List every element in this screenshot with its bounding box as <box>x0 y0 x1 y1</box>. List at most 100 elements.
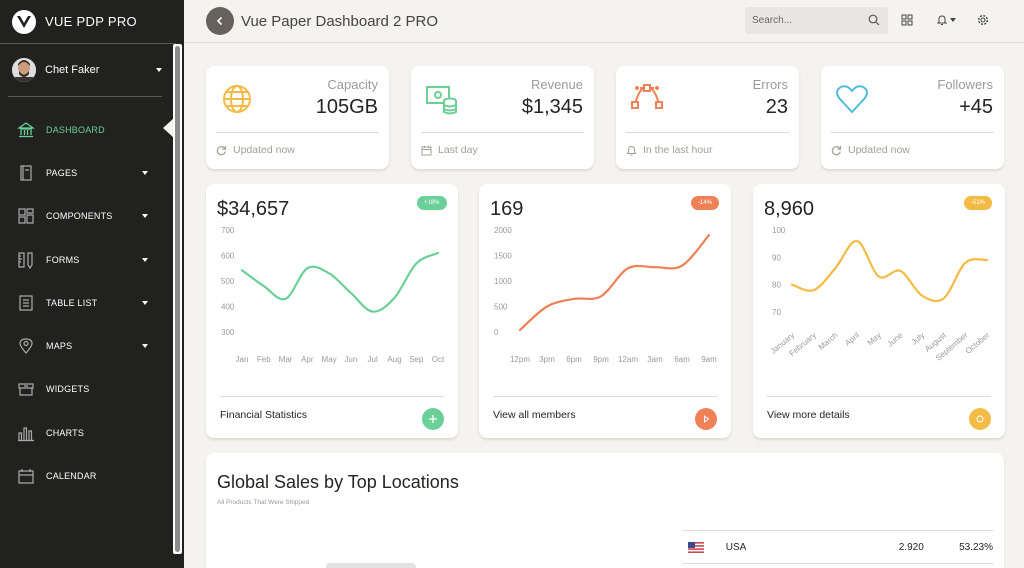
sidebar: VUE PDP PRO Chet Faker DASHBOARD PAGES COM… <box>0 0 184 568</box>
sidebar-item-dashboard[interactable]: DASHBOARD <box>0 108 184 151</box>
chevron-down-icon <box>142 257 148 262</box>
y-tick-label: 80 <box>772 281 781 290</box>
notifications-button[interactable] <box>936 14 956 26</box>
x-tick-label: April <box>843 331 861 348</box>
card-subtitle: All Products That Were Shipped <box>217 499 310 506</box>
bell-icon <box>936 15 948 25</box>
bank-icon <box>17 121 35 137</box>
chart-card-financial: 700 600 500 400 300 Jan Feb Mar Apr May Jun Jul Aug S… <box>206 184 458 438</box>
x-tick-label: 9am <box>701 355 717 364</box>
stat-value: 23 <box>765 96 788 118</box>
sidebar-item-label: TABLE LIST <box>46 297 98 308</box>
x-tick-label: Apr <box>301 355 314 364</box>
grid-icon[interactable] <box>901 14 913 26</box>
x-tick-label: May <box>322 355 337 364</box>
x-tick-label: Oct <box>432 355 445 364</box>
divider <box>220 396 444 397</box>
stat-card-followers: Followers +45 Updated now <box>821 66 1004 169</box>
sidebar-item-widgets[interactable]: WIDGETS <box>0 368 184 411</box>
sidebar-item-forms[interactable]: FORMS <box>0 238 184 281</box>
chart-value: 8,960 <box>764 198 815 220</box>
series-line <box>240 251 440 313</box>
stat-label: Capacity <box>327 77 378 92</box>
sidebar-item-pages[interactable]: PAGES <box>0 151 184 194</box>
stat-footer: In the last hour <box>626 144 712 156</box>
stat-footer-text: Updated now <box>233 144 295 156</box>
table-row: USA 2.920 53.23% <box>683 530 993 564</box>
y-tick-label: 400 <box>221 303 235 312</box>
stat-footer-text: In the last hour <box>643 144 713 156</box>
active-indicator <box>163 118 174 138</box>
divider <box>421 132 584 133</box>
sidebar-item-calendar[interactable]: CALENDAR <box>0 454 184 497</box>
search-box <box>745 7 888 34</box>
x-tick-label: Sep <box>409 355 424 364</box>
sidebar-item-label: CHARTS <box>46 427 85 438</box>
sidebar-item-maps[interactable]: MAPS <box>0 324 184 367</box>
us-flag-icon <box>688 541 704 553</box>
chart-value: 169 <box>490 198 524 220</box>
stat-footer: Updated now <box>831 144 910 156</box>
circle-icon <box>976 415 984 423</box>
minimize-sidebar-button[interactable] <box>206 7 234 35</box>
chart-card-members: 2000 1500 1000 500 0 12pm 3pm 6pm 9pm 12am 3am 6am 9… <box>479 184 731 438</box>
user-menu[interactable]: Chet Faker <box>8 44 162 97</box>
world-map <box>326 563 416 568</box>
global-sales-card: Global Sales by Top Locations All Produc… <box>206 453 1004 568</box>
y-tick-label: 90 <box>772 253 781 262</box>
sidebar-item-label: COMPONENTS <box>46 211 113 222</box>
chevron-left-icon <box>216 16 223 26</box>
series-line <box>518 234 711 332</box>
user-name: Chet Faker <box>45 64 100 76</box>
search-icon[interactable] <box>868 14 880 26</box>
money-coins-icon <box>426 86 457 115</box>
sidebar-item-table-list[interactable]: TABLE LIST <box>0 281 184 324</box>
chart-value: $34,657 <box>217 198 290 220</box>
scrollbar-thumb[interactable] <box>175 46 180 552</box>
stat-footer-text: Last day <box>438 144 478 156</box>
brand[interactable]: VUE PDP PRO <box>0 0 176 44</box>
y-tick-label: 500 <box>221 277 235 286</box>
country-name: USA <box>725 541 747 553</box>
book-icon <box>20 165 32 181</box>
plus-icon <box>429 415 437 423</box>
y-tick-label: 70 <box>772 308 781 317</box>
chart-footer-label: Financial Statistics <box>220 409 307 421</box>
y-tick-label: 0 <box>494 328 499 337</box>
divider <box>831 132 994 133</box>
sidebar-item-charts[interactable]: CHARTS <box>0 411 184 454</box>
series-line <box>790 239 989 303</box>
sidebar-item-label: WIDGETS <box>46 384 90 395</box>
divider <box>493 396 717 397</box>
stat-value: 105GB <box>315 96 378 118</box>
stat-card-errors: Errors 23 In the last hour <box>616 66 799 169</box>
ruler-pencil-icon <box>18 251 33 269</box>
play-button[interactable] <box>695 408 717 430</box>
sidebar-nav: DASHBOARD PAGES COMPONENTS FORMS TABLE LIST M… <box>0 108 184 498</box>
x-tick-label: March <box>817 331 840 352</box>
stat-footer: Last day <box>421 144 478 156</box>
stat-label: Errors <box>752 77 788 92</box>
page-title: Vue Paper Dashboard 2 PRO <box>241 12 439 30</box>
add-button[interactable] <box>422 408 444 430</box>
details-button[interactable] <box>969 408 991 430</box>
sidebar-item-components[interactable]: COMPONENTS <box>0 195 184 238</box>
sales-count: 2.920 <box>898 541 924 553</box>
y-tick-label: 1500 <box>494 252 512 261</box>
app-title: VUE PDP PRO <box>45 14 137 29</box>
sidebar-scrollbar[interactable] <box>173 44 182 554</box>
sidebar-item-label: MAPS <box>46 341 73 352</box>
divider <box>626 132 789 133</box>
x-tick-label: Feb <box>257 355 271 364</box>
topbar: Vue Paper Dashboard 2 PRO <box>184 0 1024 43</box>
layout-icon <box>18 208 34 224</box>
y-tick-label: 100 <box>772 226 786 235</box>
chart-card-details: 100 90 80 70 January February March April May Jun… <box>753 184 1005 438</box>
y-tick-label: 1000 <box>494 277 512 286</box>
search-input[interactable] <box>752 15 862 26</box>
x-tick-label: 6am <box>674 355 690 364</box>
x-tick-label: June <box>886 330 905 348</box>
gear-icon[interactable] <box>977 14 989 26</box>
x-tick-label: Mar <box>279 355 293 364</box>
stat-footer-text: Updated now <box>848 144 910 156</box>
